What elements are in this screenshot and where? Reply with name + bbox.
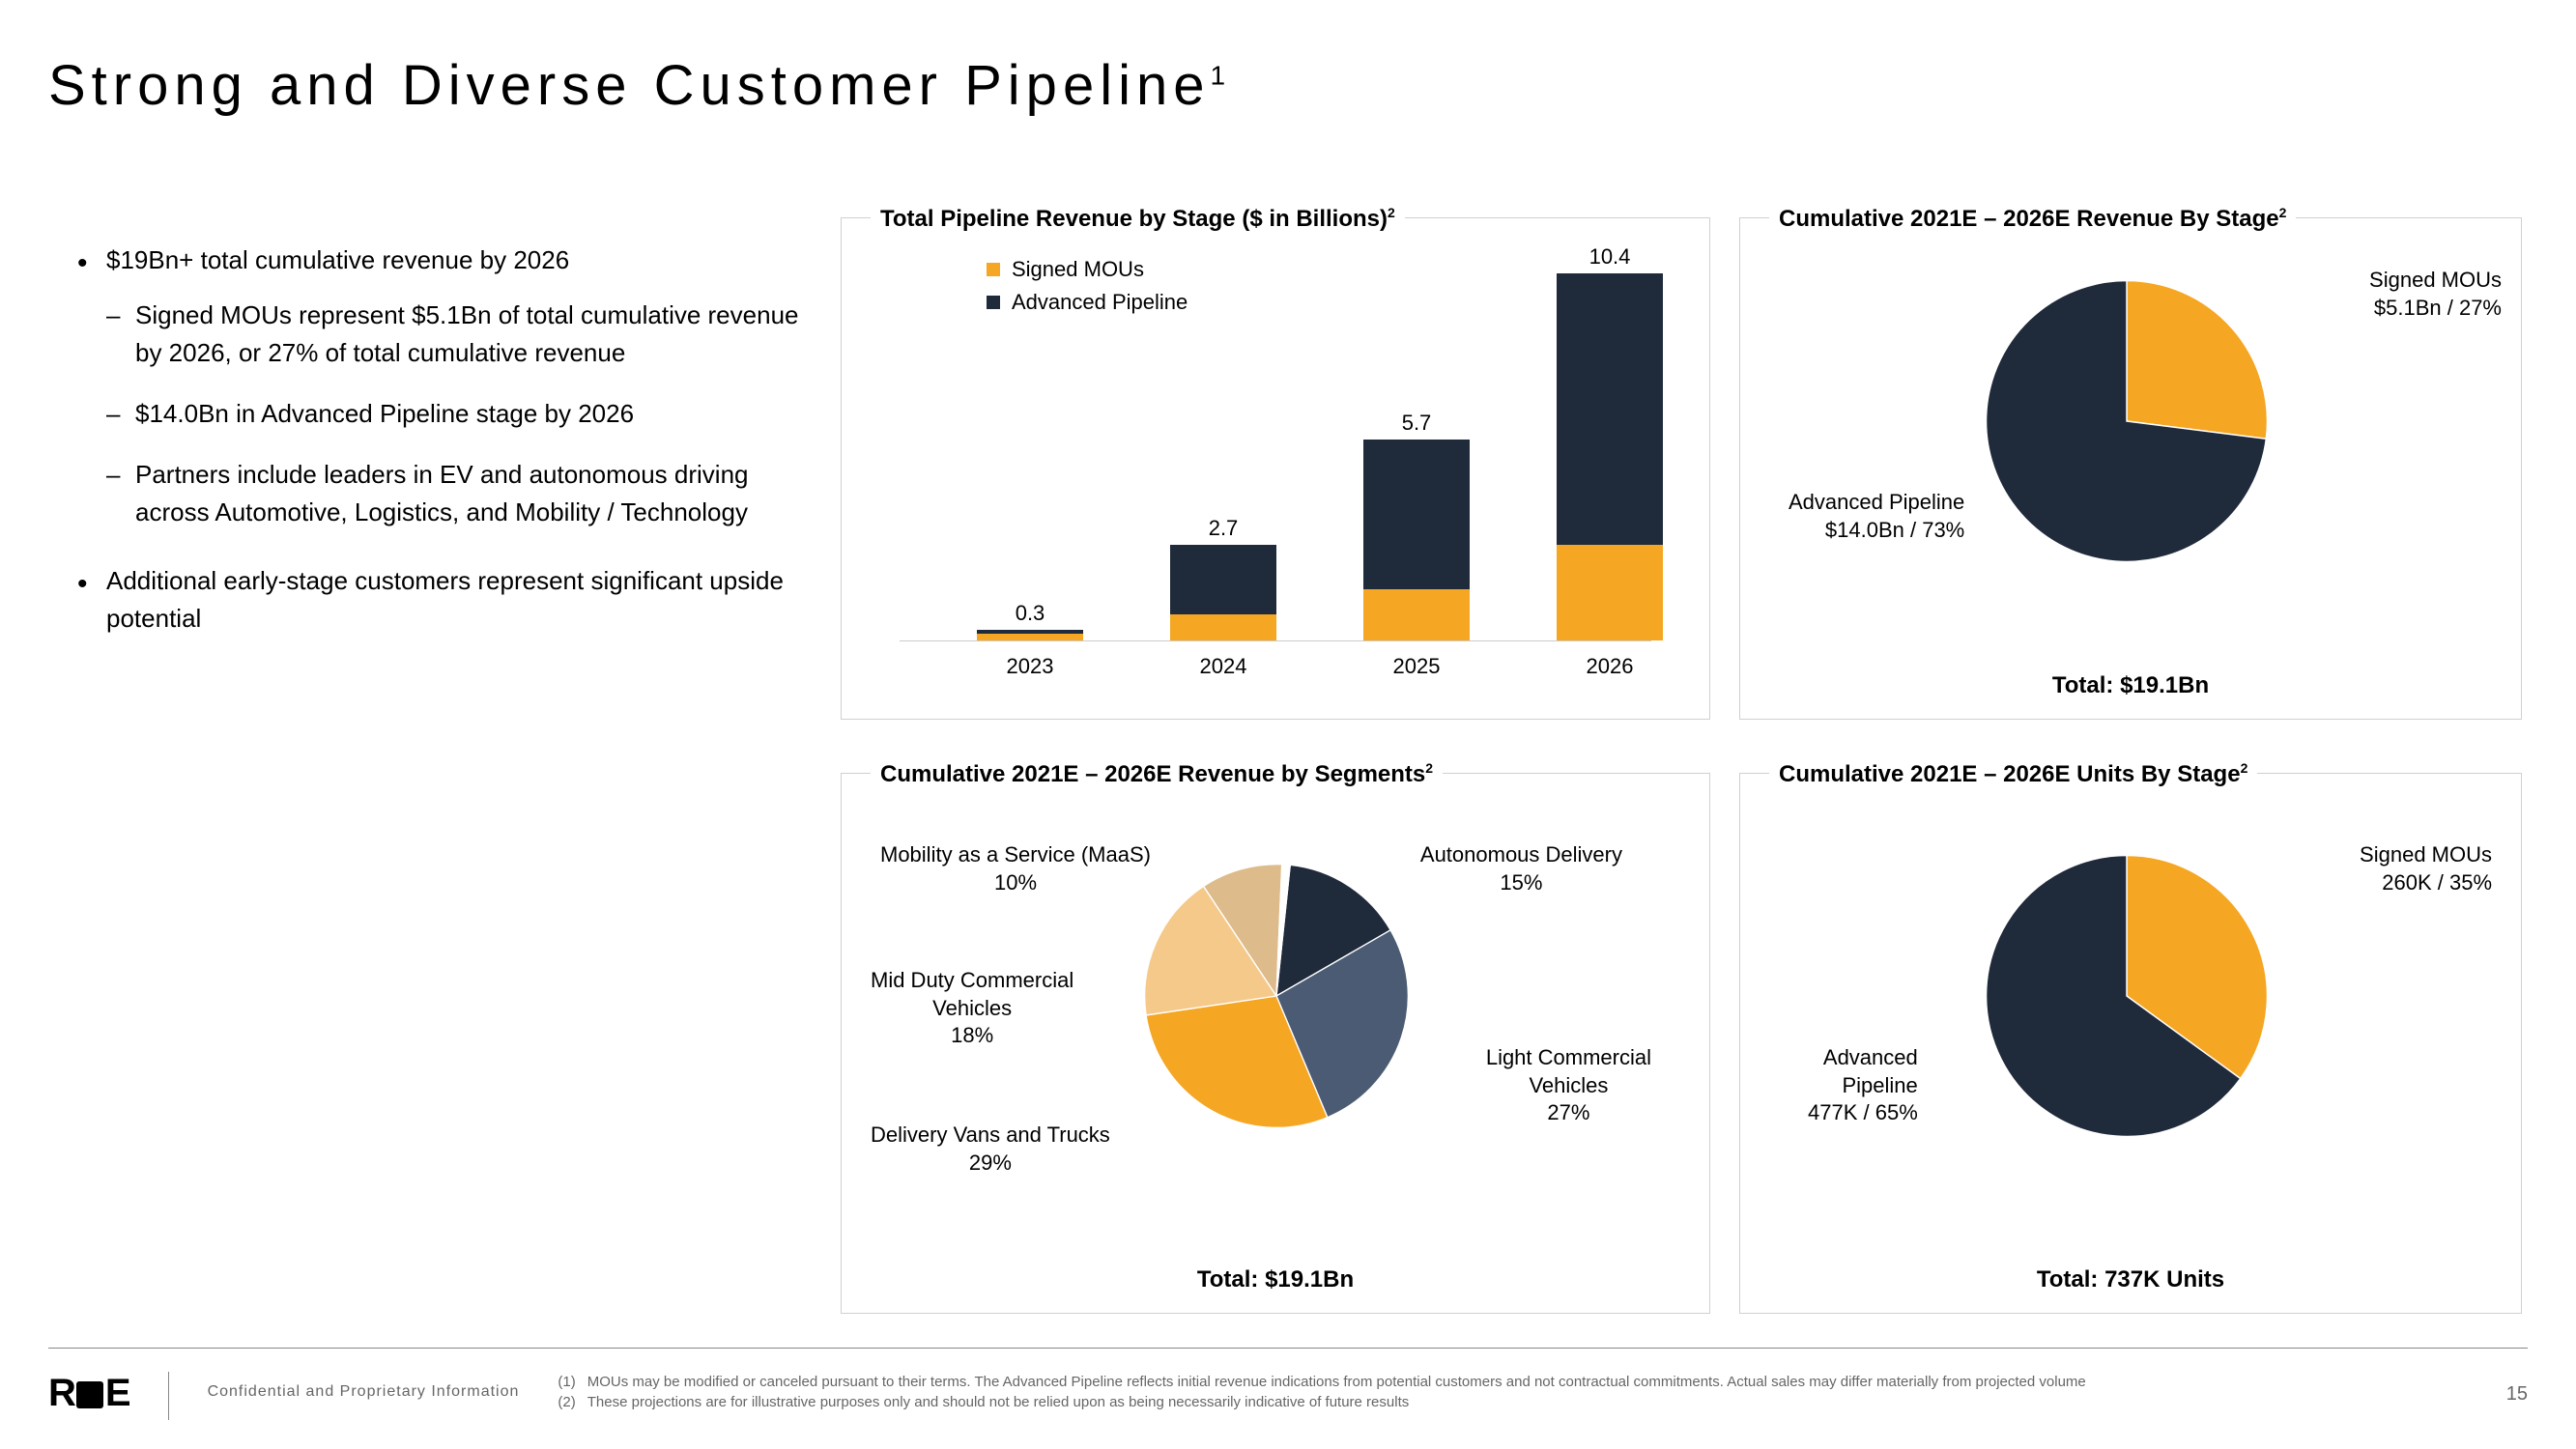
- footer: RE Confidential and Proprietary Informat…: [48, 1372, 2528, 1420]
- fn1-num: (1): [558, 1372, 575, 1392]
- pie-segments-label-lcv: Light Commercial Vehicles 27%: [1486, 1044, 1651, 1127]
- bar-group: 2.72024: [1170, 545, 1276, 640]
- bar-value-label: 0.3: [977, 601, 1083, 626]
- label-line: $14.0Bn / 73%: [1789, 517, 1964, 545]
- bar-chart-panel: Total Pipeline Revenue by Stage ($ in Bi…: [841, 217, 1710, 720]
- pie-units-svg: [1972, 841, 2281, 1151]
- label-line: Light Commercial: [1486, 1044, 1651, 1072]
- bar-seg-signed: [1363, 589, 1470, 640]
- label-line: $5.1Bn / 27%: [2369, 295, 2502, 323]
- pie-segments-title: Cumulative 2021E – 2026E Revenue by Segm…: [871, 760, 1443, 788]
- logo: RE: [48, 1372, 129, 1415]
- bar-x-label: 2025: [1363, 654, 1470, 679]
- pie-segments-total: Total: $19.1Bn: [842, 1266, 1709, 1293]
- pie-segments-panel: Cumulative 2021E – 2026E Revenue by Segm…: [841, 773, 1710, 1314]
- bar-group: 10.42026: [1557, 273, 1663, 640]
- label-line: 10%: [880, 869, 1151, 897]
- bullet-1-text: $19Bn+ total cumulative revenue by 2026: [106, 245, 569, 274]
- confidential-label: Confidential and Proprietary Information: [208, 1372, 520, 1401]
- label-line: Pipeline: [1808, 1072, 1918, 1100]
- pie-units-title-text: Cumulative 2021E – 2026E Units By Stage: [1779, 761, 2241, 787]
- pie-segments-label-autonomous: Autonomous Delivery 15%: [1420, 841, 1622, 896]
- pie-revenue-stage-total: Total: $19.1Bn: [1740, 672, 2521, 699]
- pie-units-label-signed: Signed MOUs 260K / 35%: [2360, 841, 2492, 896]
- bar-value-label: 2.7: [1170, 516, 1276, 541]
- pie-segments-svg: [1131, 851, 1421, 1141]
- label-line: 27%: [1486, 1099, 1651, 1127]
- pie-revenue-stage-title: Cumulative 2021E – 2026E Revenue By Stag…: [1769, 205, 2296, 233]
- label-line: Advanced: [1808, 1044, 1918, 1072]
- page-number: 15: [2506, 1383, 2528, 1406]
- bar-group: 5.72025: [1363, 440, 1470, 640]
- pie-segments-label-mdcv: Mid Duty Commercial Vehicles 18%: [871, 967, 1073, 1050]
- bullet-1: $19Bn+ total cumulative revenue by 2026 …: [77, 242, 802, 531]
- label-line: Mid Duty Commercial: [871, 967, 1073, 995]
- bullet-1-1: Signed MOUs represent $5.1Bn of total cu…: [106, 297, 802, 372]
- pie-segments-title-text: Cumulative 2021E – 2026E Revenue by Segm…: [880, 761, 1425, 787]
- label-line: Signed MOUs: [2369, 267, 2502, 295]
- pie-slice: [2127, 281, 2267, 440]
- fn2-text: These projections are for illustrative p…: [587, 1392, 1409, 1412]
- bar-value-label: 10.4: [1557, 244, 1663, 270]
- title-sup: 1: [1210, 61, 1231, 91]
- pie-segments-label-maas: Mobility as a Service (MaaS) 10%: [880, 841, 1151, 896]
- pie-revenue-stage-label-advanced: Advanced Pipeline $14.0Bn / 73%: [1789, 489, 1964, 544]
- label-line: 18%: [871, 1022, 1073, 1050]
- pie-units-title: Cumulative 2021E – 2026E Units By Stage2: [1769, 760, 2257, 788]
- label-line: 29%: [871, 1150, 1110, 1178]
- label-line: 477K / 65%: [1808, 1099, 1918, 1127]
- pie-revenue-stage-sup: 2: [2279, 205, 2287, 220]
- pie-segments-label-vans: Delivery Vans and Trucks 29%: [871, 1122, 1110, 1177]
- pie-segments-sup: 2: [1425, 760, 1433, 776]
- fn1-text: MOUs may be modified or canceled pursuan…: [587, 1372, 2086, 1392]
- bar-seg-signed: [1557, 545, 1663, 640]
- pie-units-panel: Cumulative 2021E – 2026E Units By Stage2…: [1739, 773, 2522, 1314]
- footnotes: (1) MOUs may be modified or canceled purs…: [558, 1372, 2528, 1412]
- pie-units-total: Total: 737K Units: [1740, 1266, 2521, 1293]
- bar-seg-advanced: [1363, 440, 1470, 589]
- pie-revenue-stage-svg: [1972, 267, 2281, 576]
- label-line: Delivery Vans and Trucks: [871, 1122, 1110, 1150]
- bullet-list: $19Bn+ total cumulative revenue by 2026 …: [77, 242, 802, 668]
- label-line: 260K / 35%: [2360, 869, 2492, 897]
- pie-units-label-advanced: Advanced Pipeline 477K / 65%: [1808, 1044, 1918, 1127]
- bar-value-label: 5.7: [1363, 411, 1470, 436]
- page-title: Strong and Diverse Customer Pipeline1: [48, 53, 1231, 118]
- bar-seg-signed: [1170, 614, 1276, 640]
- label-line: Autonomous Delivery: [1420, 841, 1622, 869]
- bullet-1-2: $14.0Bn in Advanced Pipeline stage by 20…: [106, 395, 802, 433]
- pie-revenue-stage-panel: Cumulative 2021E – 2026E Revenue By Stag…: [1739, 217, 2522, 720]
- label-line: Vehicles: [871, 995, 1073, 1023]
- label-line: Vehicles: [1486, 1072, 1651, 1100]
- pie-units-sup: 2: [2241, 760, 2248, 776]
- title-text: Strong and Diverse Customer Pipeline: [48, 54, 1210, 117]
- bars-plot: 0.320232.720245.7202510.42026: [900, 247, 1651, 641]
- fn2-num: (2): [558, 1392, 575, 1412]
- label-line: 15%: [1420, 869, 1622, 897]
- pie-revenue-stage-title-text: Cumulative 2021E – 2026E Revenue By Stag…: [1779, 206, 2279, 232]
- bar-group: 0.32023: [977, 630, 1083, 640]
- bar-x-label: 2023: [977, 654, 1083, 679]
- pie-revenue-stage-label-signed: Signed MOUs $5.1Bn / 27%: [2369, 267, 2502, 322]
- bar-x-label: 2026: [1557, 654, 1663, 679]
- label-line: Signed MOUs: [2360, 841, 2492, 869]
- bar-seg-signed: [977, 634, 1083, 640]
- bar-seg-advanced: [1170, 545, 1276, 613]
- bar-seg-advanced: [1557, 273, 1663, 545]
- bar-x-label: 2024: [1170, 654, 1276, 679]
- bullet-2: Additional early-stage customers represe…: [77, 562, 802, 638]
- bullet-1-3: Partners include leaders in EV and auton…: [106, 456, 802, 531]
- label-line: Advanced Pipeline: [1789, 489, 1964, 517]
- footer-divider: [48, 1348, 2528, 1349]
- label-line: Mobility as a Service (MaaS): [880, 841, 1151, 869]
